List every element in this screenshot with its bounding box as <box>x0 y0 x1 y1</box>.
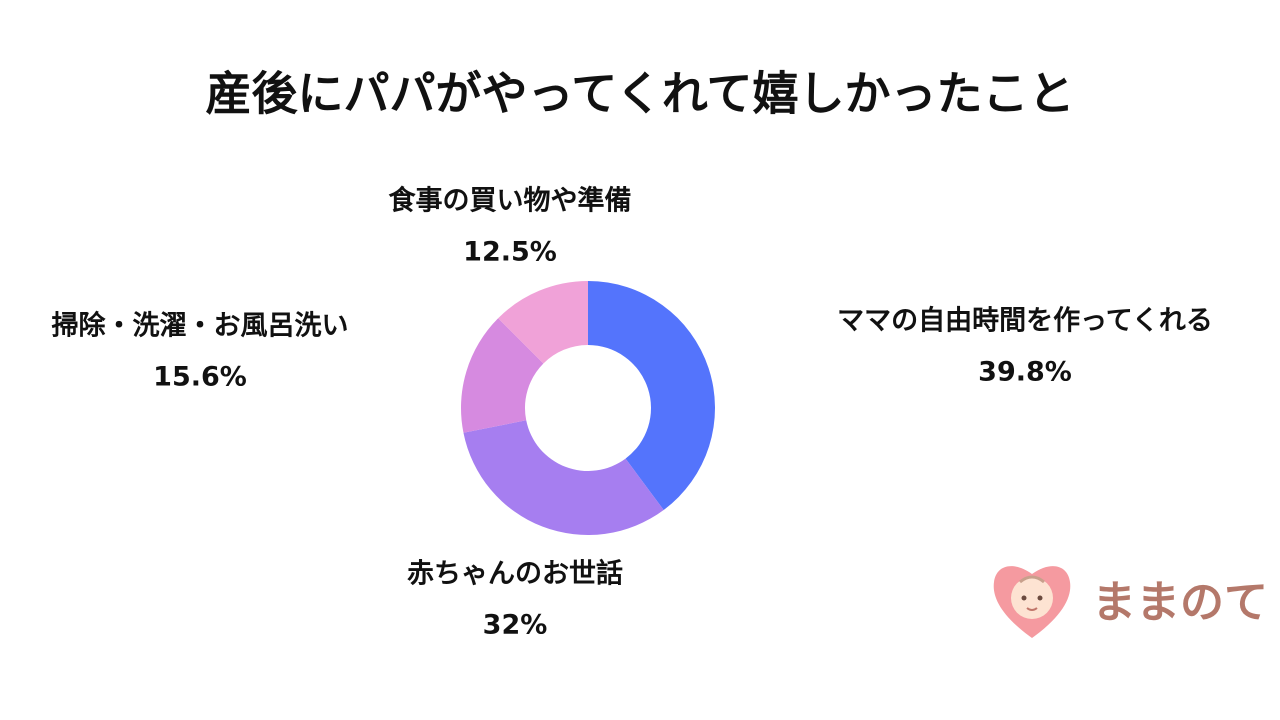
slice-value-label: 32% <box>483 610 548 641</box>
logo-text: ままのて <box>1092 577 1268 628</box>
slice-label: 赤ちゃんのお世話 <box>407 558 623 590</box>
slice-value-label: 39.8% <box>978 357 1072 388</box>
donut-slice <box>463 420 664 536</box>
slice-label: 食事の買い物や準備 <box>389 185 632 217</box>
slice-label: ママの自由時間を作ってくれる <box>837 305 1213 337</box>
donut-slice <box>588 281 716 510</box>
donut-slice <box>460 318 544 433</box>
slice-value-label: 12.5% <box>463 237 557 268</box>
donut-slice <box>498 281 588 364</box>
logo-icon <box>993 566 1071 638</box>
slice-label: 掃除・洗濯・お風呂洗い <box>52 310 349 342</box>
chart-title: 産後にパパがやってくれて嬉しかったこと <box>206 67 1075 121</box>
slice-value-label: 15.6% <box>153 362 247 393</box>
